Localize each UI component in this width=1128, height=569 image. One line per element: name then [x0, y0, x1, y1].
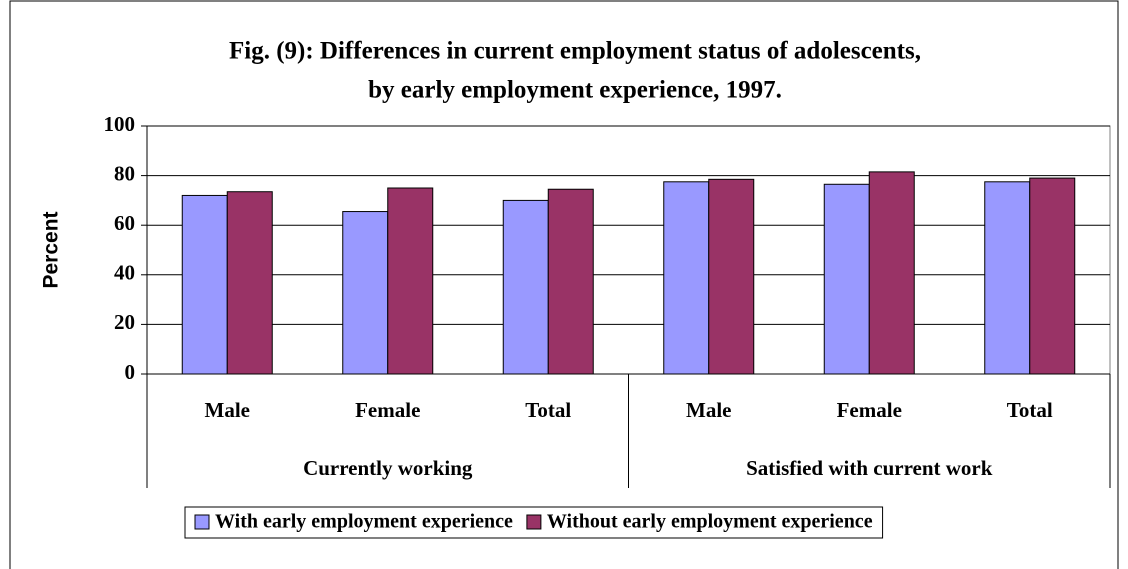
y-tick-label: 60 [114, 211, 135, 235]
frame [9, 0, 1119, 569]
y-tick-label: 80 [114, 161, 135, 185]
x-tick-label: Total [525, 398, 571, 422]
chart-subtitle: by early employment experience, 1997. [368, 77, 782, 104]
bar [663, 181, 710, 375]
y-tick-label: 40 [114, 261, 135, 285]
legend-swatch [526, 514, 542, 530]
plot-area [146, 125, 1111, 375]
group-label: Currently working [303, 456, 473, 480]
bar [226, 191, 273, 375]
legend-swatch [194, 514, 210, 530]
bar [1029, 177, 1076, 375]
y-tick-label: 20 [114, 310, 135, 334]
y-axis-label: Percent [40, 211, 63, 288]
bar [823, 183, 870, 375]
bar [387, 187, 434, 375]
x-tick-label: Female [355, 398, 420, 422]
bar [868, 171, 915, 375]
x-tick-label: Male [686, 398, 731, 422]
legend-label: With early employment experience [215, 511, 513, 533]
x-tick-label: Male [205, 398, 250, 422]
bar [547, 188, 594, 375]
bar [181, 194, 228, 375]
chart-title: Fig. (9): Differences in current employm… [229, 38, 921, 65]
bar [708, 178, 755, 375]
bar [342, 211, 389, 375]
legend-label: Without early employment experience [547, 511, 873, 533]
bar [502, 199, 549, 375]
x-tick-label: Total [1007, 398, 1053, 422]
y-tick-label: 0 [125, 360, 136, 384]
bar [984, 181, 1031, 375]
x-tick-label: Female [837, 398, 902, 422]
group-label: Satisfied with current work [746, 456, 993, 480]
y-tick-label: 100 [104, 112, 136, 136]
